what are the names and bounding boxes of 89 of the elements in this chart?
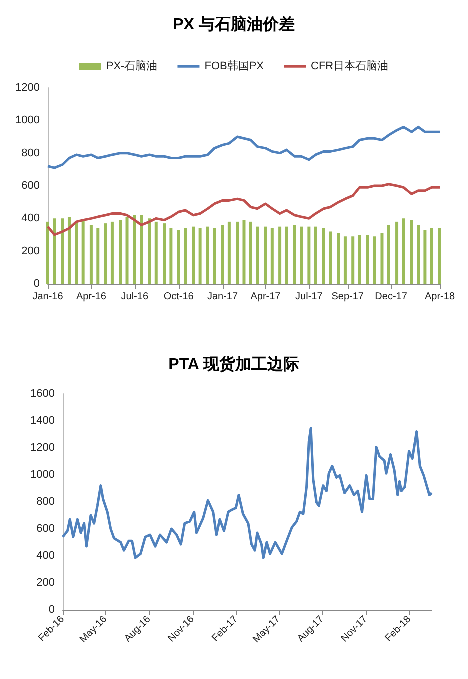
x-tick-label: Oct-16: [164, 292, 194, 302]
bar: [184, 228, 188, 284]
legend-label: CFR日本石脑油: [311, 60, 389, 72]
bar: [438, 228, 442, 284]
bar: [430, 228, 434, 284]
x-tick-label: Jul-16: [121, 292, 149, 302]
chart-title: PTA 现货加工边际: [168, 356, 300, 374]
bar: [373, 236, 376, 284]
bar: [82, 220, 85, 284]
y-tick-label: 200: [36, 577, 55, 589]
y-tick-label: 200: [22, 245, 40, 258]
bar: [278, 226, 282, 284]
bar: [329, 232, 332, 284]
y-tick-label: 0: [48, 604, 55, 616]
bar: [110, 222, 114, 284]
bar: [314, 226, 318, 284]
bar: [366, 235, 370, 284]
y-tick-label: 1000: [16, 114, 40, 127]
bar: [293, 225, 296, 284]
chart-title: PX 与石脑油价差: [173, 16, 295, 34]
line-series: [46, 183, 442, 236]
x-tick-label: Jan-17: [207, 292, 238, 302]
y-tick-label: 800: [22, 147, 40, 160]
bar: [410, 220, 414, 284]
bar: [96, 228, 100, 284]
y-tick-label: 1200: [16, 82, 40, 94]
bar: [126, 217, 129, 284]
legend-label: PX-石脑油: [106, 60, 158, 72]
bar: [206, 226, 210, 284]
bar: [119, 220, 122, 284]
x-tick-label: Sep-17: [332, 292, 364, 302]
bar: [221, 225, 224, 284]
y-tick-label: 0: [34, 278, 40, 290]
bar: [264, 226, 268, 284]
bar: [358, 235, 362, 284]
y-tick-label: 400: [22, 212, 40, 225]
bar: [228, 222, 231, 284]
bar: [285, 226, 288, 284]
x-tick-label: Jan-16: [32, 292, 64, 302]
bar: [387, 225, 390, 284]
line-series: [46, 126, 442, 170]
x-tick-label: Apr-17: [250, 292, 282, 302]
legend-label: FOB韩国PX: [204, 60, 265, 72]
x-tick-label: Jul-17: [296, 292, 324, 302]
bar: [270, 228, 274, 284]
bar: [236, 222, 240, 284]
bar: [396, 222, 399, 284]
y-tick-label: 600: [36, 523, 55, 535]
y-tick-label: 800: [36, 496, 55, 508]
bar: [380, 233, 384, 284]
bar: [322, 228, 326, 284]
bar: [133, 215, 136, 284]
bar: [46, 222, 50, 284]
y-tick-label: 400: [36, 550, 55, 562]
y-tick-label: 1400: [30, 415, 55, 427]
bar: [61, 218, 64, 284]
bar: [163, 224, 166, 284]
x-tick-label: Apr-18: [424, 292, 456, 302]
bar: [177, 230, 180, 284]
bar: [417, 225, 420, 284]
bar: [75, 222, 78, 284]
bar: [104, 224, 108, 284]
x-tick-label: Dec-17: [375, 292, 408, 302]
bar: [68, 217, 71, 284]
bar: [337, 233, 340, 284]
bar: [140, 215, 144, 284]
bar: [344, 236, 347, 284]
x-tick-label: Apr-16: [76, 292, 107, 302]
bar: [53, 218, 56, 284]
bar: [242, 220, 246, 284]
bar: [148, 218, 152, 284]
y-tick-label: 1600: [30, 388, 55, 400]
bar: [424, 230, 427, 284]
bar: [154, 222, 158, 284]
bar: [213, 228, 216, 284]
y-tick-label: 600: [22, 180, 40, 192]
bar: [249, 222, 252, 284]
bar: [198, 228, 202, 284]
bar: [170, 228, 173, 284]
bar: [352, 236, 355, 284]
bar: [256, 226, 260, 284]
y-tick-label: 1200: [30, 442, 55, 454]
y-tick-label: 1000: [30, 469, 55, 481]
line-series: [62, 427, 434, 560]
bar: [90, 225, 93, 284]
bar: [300, 226, 304, 284]
bar: [192, 226, 196, 284]
bar: [308, 226, 311, 284]
bar: [402, 218, 406, 284]
